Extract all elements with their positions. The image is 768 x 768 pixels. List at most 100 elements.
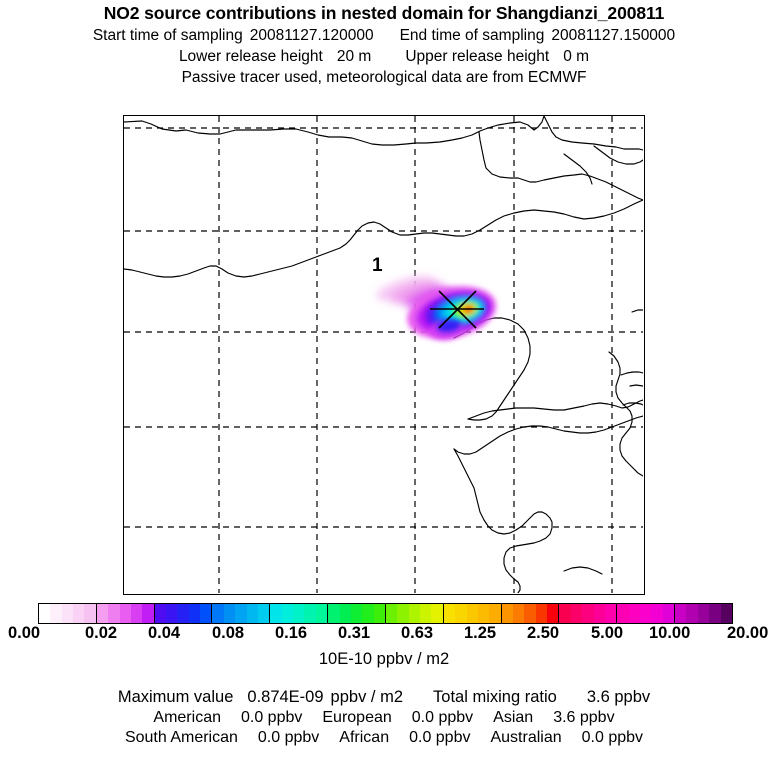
coastline-northeast-coast-2 xyxy=(563,153,593,185)
colorbar-band xyxy=(293,604,305,623)
colorbar-segment-7 xyxy=(443,604,502,623)
colorbar-segment-1 xyxy=(96,604,155,623)
colorbar-band xyxy=(200,604,212,623)
border-province-sw xyxy=(124,199,643,278)
domain-number-label: 1 xyxy=(372,255,383,276)
map-plot-area[interactable]: 1 xyxy=(123,115,645,595)
region-value-asian: 3.6 ppbv xyxy=(553,709,615,726)
colorbar-tick-3: 0.08 xyxy=(212,624,245,642)
colorbar-band xyxy=(547,604,559,623)
colorbar-band xyxy=(385,604,398,623)
lower-release-height-value: 20 m xyxy=(336,48,372,65)
colorbar-band xyxy=(304,604,316,623)
colorbar-band xyxy=(362,604,374,623)
colorbar-band xyxy=(697,604,710,623)
colorbar-band xyxy=(177,604,189,623)
colorbar-tick-2: 0.04 xyxy=(148,624,181,642)
total-mixing-ratio-label: Total mixing ratio xyxy=(433,688,557,706)
colorbar-band xyxy=(108,604,120,623)
colorbar-tick-4: 0.16 xyxy=(275,624,308,642)
colorbar-band xyxy=(466,604,478,623)
colorbar-band xyxy=(73,604,85,623)
source-region-row-2: South American 0.0 ppbv African 0.0 ppbv Aus… xyxy=(0,729,768,747)
colorbar-band xyxy=(188,604,201,623)
colorbar-band xyxy=(350,604,363,623)
end-time-value: 20081127.150000 xyxy=(551,27,676,44)
coastline-island-1 xyxy=(631,309,643,313)
colorbar-band xyxy=(686,604,698,623)
colorbar-segment-2 xyxy=(154,604,213,623)
colorbar-band xyxy=(339,604,351,623)
colorbar-band xyxy=(720,604,732,623)
colorbar-band xyxy=(328,604,340,623)
colorbar-band xyxy=(628,604,640,623)
coastline-korea-inlets xyxy=(620,371,643,376)
total-mixing-ratio-value: 3.6 ppbv xyxy=(586,688,651,706)
coastline-shandong-south xyxy=(453,415,643,455)
region-value-australian: 0.0 ppbv xyxy=(581,729,644,746)
colorbar-band xyxy=(212,604,224,623)
border-northeast xyxy=(543,116,643,151)
end-time-label: End time of sampling xyxy=(399,27,545,44)
colorbar-unit-label: 10E-10 ppbv / m2 xyxy=(318,650,450,668)
region-value-african: 0.0 ppbv xyxy=(409,729,471,746)
colorbar-segment-11 xyxy=(675,604,732,623)
colorbar-band xyxy=(640,604,652,623)
colorbar-band xyxy=(281,604,294,623)
colorbar-tick-9: 5.00 xyxy=(591,624,624,642)
colorbar-band xyxy=(84,604,96,623)
region-name-south-american: South American xyxy=(124,729,238,746)
colorbar-band xyxy=(50,604,62,623)
colorbar-band xyxy=(270,604,282,623)
max-and-total-line: Maximum value 0.874E-09 ppbv / m2 Total mix… xyxy=(0,688,768,707)
tracer-note: Passive tracer used, meteorological data… xyxy=(181,69,587,86)
region-name-american: American xyxy=(153,709,221,726)
colorbar-band xyxy=(524,604,536,623)
colorbar-band xyxy=(662,604,675,623)
coastline-korea-inlet-2 xyxy=(622,402,643,406)
colorbar-band xyxy=(246,604,258,623)
colorbar-band xyxy=(431,604,443,623)
region-name-african: African xyxy=(339,729,390,746)
region-value-south-american: 0.0 ppbv xyxy=(257,729,320,746)
colorbar-band xyxy=(570,604,583,623)
colorbar[interactable] xyxy=(38,603,733,624)
coastline-paths xyxy=(124,116,643,593)
colorbar-band xyxy=(154,604,167,623)
coastline-island-2 xyxy=(629,384,643,387)
sampling-time-line: Start time of sampling 20081127.120000 End… xyxy=(0,27,768,45)
colorbar-band xyxy=(235,604,247,623)
upper-release-height-value: 0 m xyxy=(563,48,590,65)
coastline-northeast-coast xyxy=(593,145,643,165)
region-value-american: 0.0 ppbv xyxy=(240,709,303,726)
lower-release-height-label: Lower release height xyxy=(178,48,323,65)
source-region-row-1: American 0.0 ppbv European 0.0 ppbv Asian 3.6… xyxy=(0,709,768,727)
colorbar-band xyxy=(257,604,270,623)
region-name-asian: Asian xyxy=(493,709,534,726)
colorbar-band xyxy=(166,604,178,623)
colorbar-band xyxy=(408,604,421,623)
colorbar-band xyxy=(223,604,236,623)
colorbar-band xyxy=(130,604,143,623)
colorbar-band xyxy=(535,604,548,623)
colorbar-band xyxy=(420,604,432,623)
colorbar-tick-8: 2.50 xyxy=(527,624,560,642)
region-name-european: European xyxy=(322,709,392,726)
colorbar-band xyxy=(315,604,328,623)
colorbar-segment-0 xyxy=(39,604,97,623)
colorbar-band xyxy=(604,604,617,623)
colorbar-segment-3 xyxy=(212,604,271,623)
region-name-australian: Australian xyxy=(490,729,562,746)
coastline-island-3 xyxy=(563,566,603,575)
start-time-label: Start time of sampling xyxy=(92,27,243,44)
colorbar-band xyxy=(397,604,409,623)
statistics-block: Maximum value 0.874E-09 ppbv / m2 Total mix… xyxy=(0,686,768,747)
coastline-korea-west xyxy=(608,351,643,477)
maximum-value-unit: ppbv / m2 xyxy=(330,688,404,706)
colorbar-band xyxy=(675,604,687,623)
colorbar-band xyxy=(582,604,594,623)
colorbar-segment-5 xyxy=(328,604,386,623)
colorbar-segment-9 xyxy=(559,604,618,623)
colorbar-band xyxy=(477,604,490,623)
colorbar-band xyxy=(373,604,385,623)
